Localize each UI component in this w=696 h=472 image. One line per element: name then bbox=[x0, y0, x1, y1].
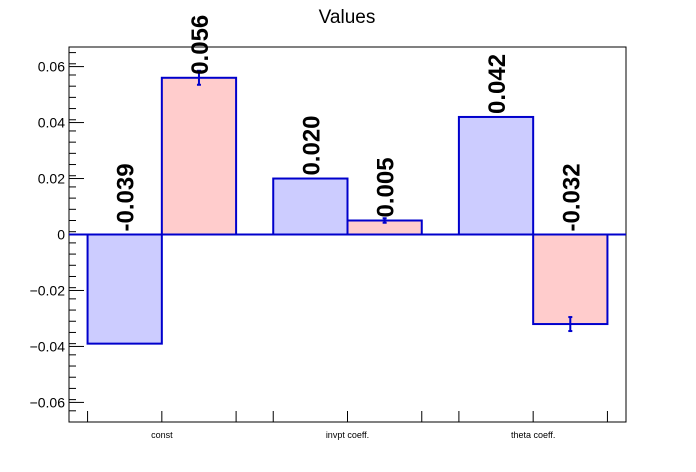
y-tick-label: 0.06 bbox=[38, 59, 65, 75]
bar bbox=[457, 115, 535, 236]
x-axis: const invpt coeff. theta coeff. bbox=[87, 411, 608, 440]
bar-value-label: -0.039 bbox=[113, 163, 140, 231]
bar bbox=[272, 177, 349, 236]
chart-title: Values bbox=[319, 7, 376, 28]
bar bbox=[86, 233, 163, 345]
x-tick-label: theta coeff. bbox=[511, 430, 555, 440]
bar-value-label: 0.056 bbox=[187, 15, 214, 75]
bars bbox=[86, 69, 609, 345]
bar-value-label: 0.042 bbox=[484, 54, 511, 114]
y-tick-label: 0.02 bbox=[38, 171, 65, 187]
data-labels: -0.039 0.020 0.042 0.056 0.005 -0.032 bbox=[113, 15, 586, 232]
y-tick-label: −0.02 bbox=[30, 282, 66, 298]
y-tick-label: 0.04 bbox=[38, 115, 65, 131]
x-tick-label: invpt coeff. bbox=[326, 430, 369, 440]
bar-value-label: -0.032 bbox=[558, 163, 585, 231]
y-tick-label: −0.06 bbox=[30, 394, 66, 410]
x-tick-label: const bbox=[151, 430, 173, 440]
y-tick-label: −0.04 bbox=[30, 338, 66, 354]
y-tick-label: 0 bbox=[57, 227, 65, 243]
bar-value-label: 0.005 bbox=[373, 157, 400, 217]
bar bbox=[160, 76, 238, 236]
bar bbox=[532, 233, 609, 326]
y-axis: −0.06 −0.04 −0.02 0 0.02 0.04 0.06 bbox=[30, 52, 84, 423]
bar-value-label: 0.020 bbox=[298, 115, 325, 175]
